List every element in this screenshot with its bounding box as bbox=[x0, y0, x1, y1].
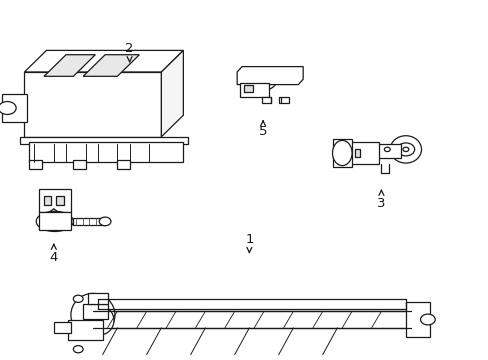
Polygon shape bbox=[83, 55, 139, 76]
Polygon shape bbox=[93, 311, 410, 328]
Bar bbox=[54, 322, 71, 333]
Ellipse shape bbox=[0, 102, 16, 114]
Ellipse shape bbox=[420, 314, 434, 325]
Polygon shape bbox=[349, 144, 400, 158]
Text: 1: 1 bbox=[244, 233, 253, 252]
Bar bbox=[44, 196, 51, 205]
Ellipse shape bbox=[73, 295, 83, 302]
Ellipse shape bbox=[396, 143, 414, 156]
Text: 3: 3 bbox=[376, 190, 385, 210]
Bar bbox=[29, 142, 183, 162]
Polygon shape bbox=[161, 50, 183, 137]
Bar bbox=[88, 293, 107, 304]
Ellipse shape bbox=[36, 211, 73, 231]
Bar bbox=[73, 160, 85, 169]
Bar bbox=[117, 160, 129, 169]
Bar bbox=[405, 302, 429, 337]
Ellipse shape bbox=[259, 77, 268, 85]
Polygon shape bbox=[44, 55, 95, 76]
Ellipse shape bbox=[389, 136, 421, 163]
Bar bbox=[278, 97, 288, 103]
Bar bbox=[261, 97, 271, 103]
Bar bbox=[239, 83, 268, 97]
Bar bbox=[83, 304, 107, 319]
Bar bbox=[244, 85, 253, 92]
Ellipse shape bbox=[86, 306, 114, 335]
Text: 4: 4 bbox=[49, 244, 58, 264]
Bar bbox=[354, 149, 360, 157]
Ellipse shape bbox=[402, 147, 408, 152]
Text: 2: 2 bbox=[125, 42, 134, 62]
Ellipse shape bbox=[73, 346, 83, 353]
Polygon shape bbox=[237, 67, 303, 85]
Ellipse shape bbox=[44, 213, 65, 229]
Polygon shape bbox=[332, 139, 351, 167]
Ellipse shape bbox=[71, 293, 115, 337]
Bar bbox=[39, 212, 71, 230]
Bar bbox=[68, 320, 102, 340]
Polygon shape bbox=[24, 72, 161, 137]
Ellipse shape bbox=[99, 217, 111, 226]
Polygon shape bbox=[24, 50, 183, 72]
Bar bbox=[56, 196, 63, 205]
Polygon shape bbox=[349, 142, 378, 164]
Bar bbox=[29, 160, 41, 169]
Polygon shape bbox=[20, 137, 188, 144]
Ellipse shape bbox=[384, 147, 389, 152]
Text: 5: 5 bbox=[258, 121, 267, 138]
Bar bbox=[39, 189, 71, 212]
Polygon shape bbox=[49, 209, 59, 216]
Ellipse shape bbox=[251, 72, 276, 90]
Bar bbox=[73, 218, 105, 225]
Bar bbox=[2, 94, 27, 122]
Ellipse shape bbox=[332, 140, 351, 166]
